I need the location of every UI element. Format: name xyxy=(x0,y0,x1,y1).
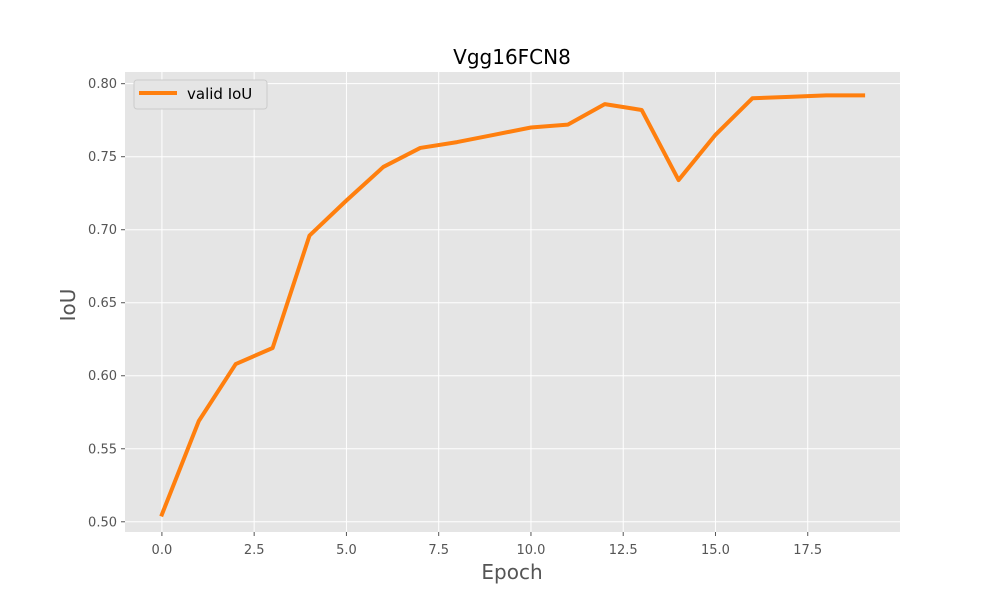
axis-ticks: 0.0 2.5 5.0 7.5 10.0 12.5 15.0 17.5 0.50 0.55 0.60… xyxy=(88,77,822,558)
x-tick-label: 7.5 xyxy=(428,543,449,558)
x-tick-label: 2.5 xyxy=(244,543,265,558)
y-tick-label: 0.60 xyxy=(88,369,117,384)
legend: valid IoU xyxy=(133,79,268,110)
y-axis-label: IoU xyxy=(56,289,80,322)
x-tick-label: 10.0 xyxy=(516,543,545,558)
x-tick-label: 15.0 xyxy=(701,543,730,558)
x-tick-label: 17.5 xyxy=(793,543,822,558)
y-tick-label: 0.80 xyxy=(88,77,117,92)
y-tick-label: 0.55 xyxy=(88,442,117,457)
series-lines xyxy=(159,93,866,518)
x-tick-label: 5.0 xyxy=(336,543,357,558)
grid-lines xyxy=(125,72,900,532)
y-tick-label: 0.50 xyxy=(88,515,117,530)
x-tick-label: 0.0 xyxy=(152,543,173,558)
x-tick-label: 12.5 xyxy=(609,543,638,558)
plot-background xyxy=(125,72,900,532)
series-line xyxy=(159,93,866,518)
y-tick-label: 0.75 xyxy=(88,150,117,165)
legend-box xyxy=(133,79,268,110)
y-tick-label: 0.65 xyxy=(88,296,117,311)
chart-title: Vgg16FCN8 xyxy=(453,45,571,69)
x-axis-label: Epoch xyxy=(481,560,542,584)
legend-label: valid IoU xyxy=(187,85,252,103)
y-tick-label: 0.70 xyxy=(88,223,117,238)
